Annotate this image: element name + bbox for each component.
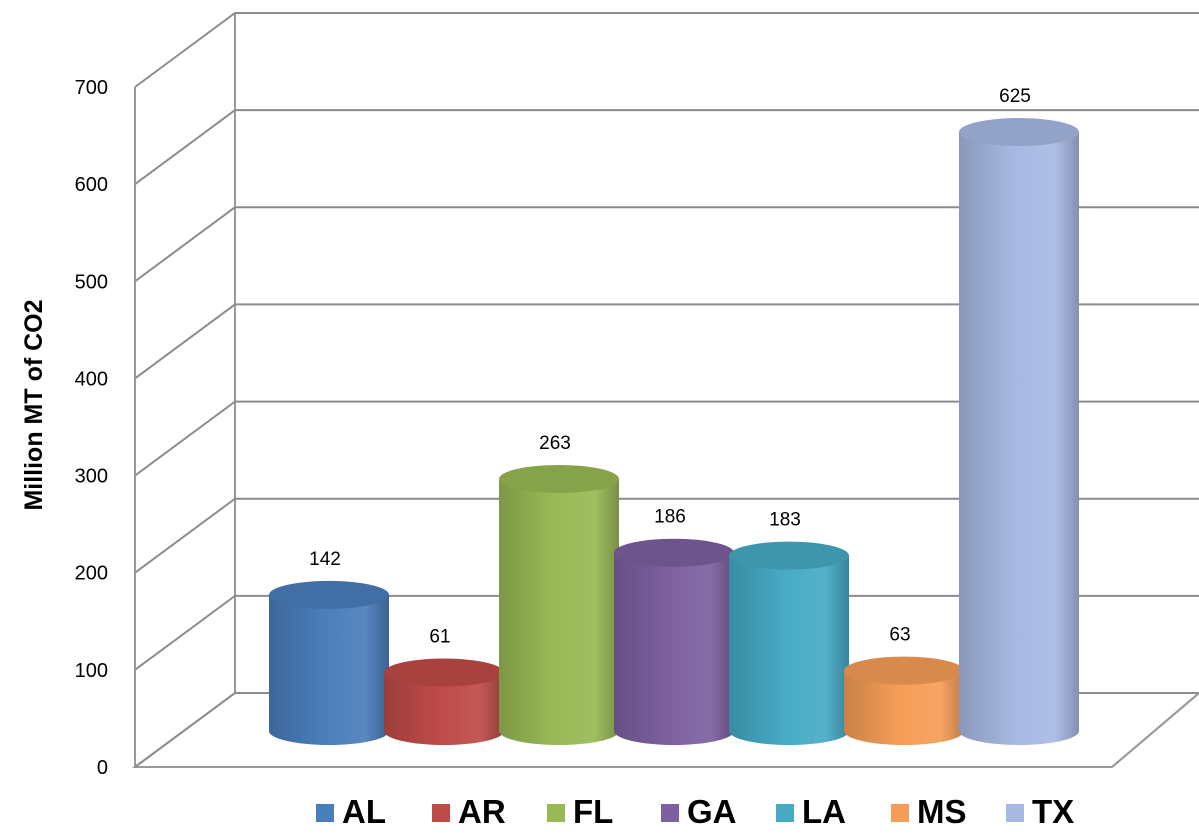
gridline [134, 497, 1199, 574]
legend-item-ga: GA [661, 793, 737, 830]
legend-item-ar: AR [432, 793, 506, 830]
legend-item-la: LA [776, 793, 846, 830]
bar-top [384, 658, 504, 687]
bar-top [844, 656, 964, 685]
y-tick-label: 300 [75, 466, 108, 488]
legend-label: LA [802, 793, 846, 830]
bar-body [959, 132, 1079, 745]
y-tick-label: 100 [75, 660, 108, 682]
bar-body [269, 594, 389, 745]
legend-item-tx: TX [1006, 793, 1074, 830]
bar-tx [959, 118, 1079, 745]
legend-label: AL [342, 793, 386, 830]
data-label: 183 [769, 510, 801, 531]
legend: AL AR FL GA LA MS TX [316, 793, 1074, 830]
bars [269, 118, 1079, 745]
y-tick-label: 700 [75, 77, 108, 99]
bar-top [499, 464, 619, 493]
legend-label: FL [573, 793, 613, 830]
y-tick-label: 0 [97, 757, 108, 779]
legend-item-al: AL [316, 793, 386, 830]
data-label: 625 [999, 86, 1031, 107]
bar-ar [384, 658, 504, 745]
bar-top [729, 541, 849, 570]
bar-al [269, 580, 389, 745]
gridline [134, 303, 1199, 380]
legend-swatch [891, 804, 909, 822]
y-tick-label: 200 [75, 563, 108, 585]
gridline [134, 12, 1199, 88]
bar-top [614, 538, 734, 567]
legend-swatch [432, 804, 450, 822]
y-tick-label: 500 [75, 271, 108, 293]
gridline [134, 400, 1199, 477]
legend-item-ms: MS [891, 793, 967, 830]
legend-label: GA [687, 793, 737, 830]
floor-right-edge [1111, 692, 1199, 768]
bar-la [729, 541, 849, 745]
data-labels: 142 61 263 186 183 63 625 [309, 86, 1031, 648]
bar-top [269, 580, 389, 609]
data-label: 263 [539, 433, 571, 454]
y-tick-label: 600 [75, 174, 108, 196]
bar-ga [614, 538, 734, 745]
bar-body [384, 672, 504, 745]
y-axis-label: Million MT of CO2 [20, 299, 48, 510]
data-label: 61 [429, 627, 450, 648]
gridline [134, 206, 1199, 283]
legend-swatch [547, 804, 565, 822]
legend-label: TX [1032, 793, 1074, 830]
bar-body [614, 552, 734, 745]
bar-fl [499, 464, 619, 745]
bar-body [499, 478, 619, 745]
legend-item-fl: FL [547, 793, 613, 830]
gridline [134, 594, 1199, 671]
gridline [134, 109, 1199, 185]
legend-swatch [1006, 804, 1024, 822]
bar-top [959, 118, 1079, 146]
bar-ms [844, 656, 964, 745]
data-label: 186 [654, 507, 686, 528]
legend-label: AR [458, 793, 506, 830]
data-label: 142 [309, 549, 341, 570]
bar-body [844, 670, 964, 745]
data-label: 63 [889, 625, 910, 646]
legend-label: MS [917, 793, 967, 830]
y-axis: 0 100 200 300 400 500 600 700 [75, 77, 108, 779]
legend-swatch [776, 804, 794, 822]
y-tick-label: 400 [75, 368, 108, 390]
bar-body [729, 555, 849, 745]
legend-swatch [316, 804, 334, 822]
legend-swatch [661, 804, 679, 822]
